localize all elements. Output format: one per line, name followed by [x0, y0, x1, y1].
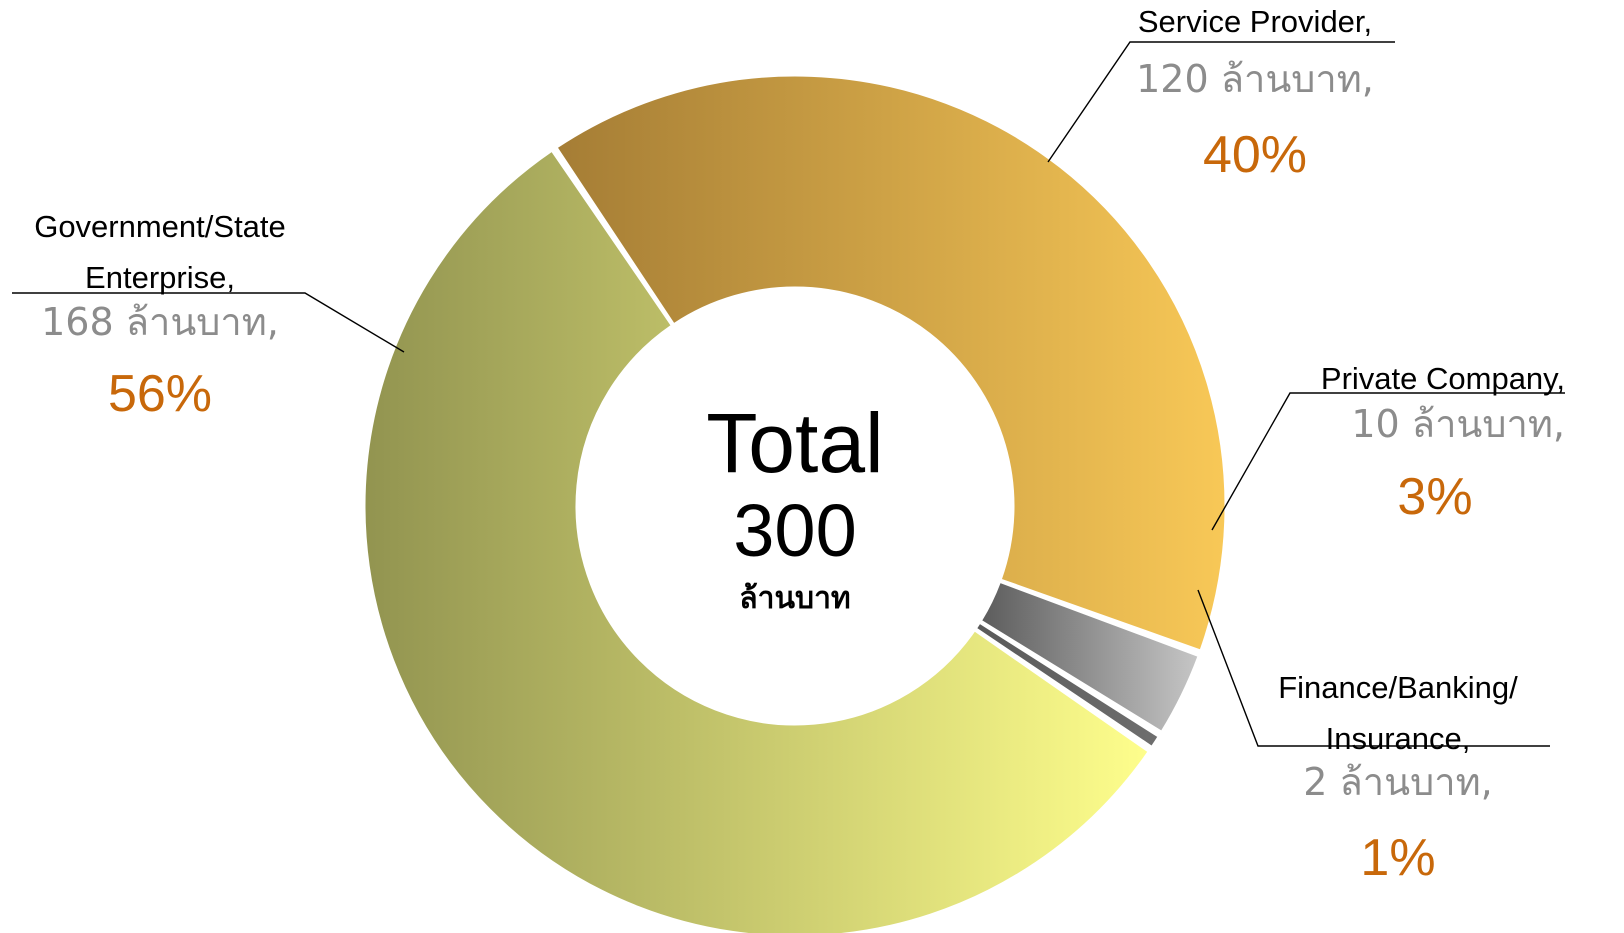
center-total-unit: ล้านบาท [739, 581, 850, 616]
leader-line-3 [12, 292, 405, 353]
slice-label-0: Service Provider, 120 ล้านบาท, 40% [1047, 4, 1395, 184]
slice-name-2-line-1: Insurance, [1326, 721, 1471, 756]
leader-line-2 [1197, 589, 1550, 747]
slice-name-2-line-0: Finance/Banking/ [1278, 670, 1518, 705]
slice-labels: Service Provider, 120 ล้านบาท, 40% Private … [12, 4, 1565, 887]
slice-value-1: 10 ล้านบาท, [1351, 402, 1565, 446]
center-total-title: Total [706, 396, 883, 490]
slice-name-0-line-0: Service Provider, [1138, 4, 1372, 39]
center-label: Total 300 ล้านบาท [706, 396, 883, 616]
donut-hole [576, 287, 1014, 725]
slice-label-3: Government/State Enterprise, 168 ล้านบาท, 5… [12, 209, 405, 423]
slice-name-3-line-1: Enterprise, [85, 260, 235, 295]
slice-value-2: 2 ล้านบาท, [1303, 760, 1492, 804]
slice-label-2: Finance/Banking/Insurance, 2 ล้านบาท, 1% [1197, 589, 1550, 887]
slice-percent-2: 1% [1360, 829, 1435, 887]
slice-percent-3: 56% [108, 365, 212, 423]
slice-value-3: 168 ล้านบาท, [41, 300, 279, 344]
slice-name-3-line-0: Government/State [34, 209, 286, 244]
slice-percent-0: 40% [1203, 126, 1307, 184]
center-total-value: 300 [733, 489, 856, 572]
slice-percent-1: 3% [1397, 468, 1472, 526]
slice-name-1-line-0: Private Company, [1321, 361, 1565, 396]
donut-slices [364, 75, 1226, 933]
slice-label-1: Private Company, 10 ล้านบาท, 3% [1211, 361, 1565, 531]
leader-line-1 [1211, 392, 1565, 531]
leader-line-0 [1047, 41, 1395, 163]
slice-value-0: 120 ล้านบาท, [1136, 57, 1374, 101]
